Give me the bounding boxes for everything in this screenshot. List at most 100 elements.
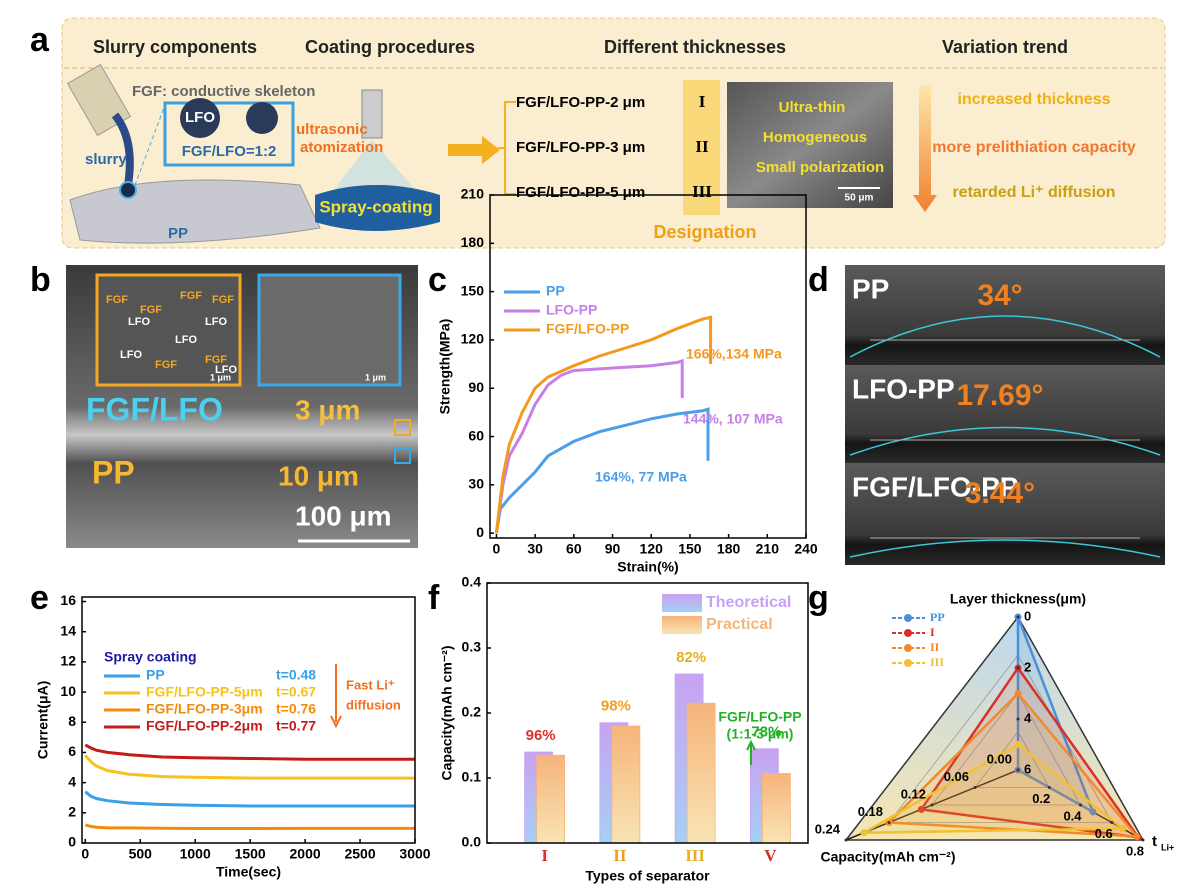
radar-tick-label: 0.2 <box>1032 791 1050 806</box>
y-tick-label: 0.4 <box>462 574 482 590</box>
legend-marker <box>904 644 912 652</box>
text: Homogeneous <box>763 129 867 146</box>
y-tick-label: 4 <box>68 773 76 789</box>
x-tick-label: 0 <box>493 541 501 557</box>
x-tick-label: 150 <box>678 541 702 557</box>
y-tick-label: 8 <box>68 713 76 729</box>
text: retarded Li⁺ diffusion <box>952 184 1115 201</box>
axis-title: t <box>1152 833 1157 850</box>
legend-t: t=0.76 <box>276 701 316 717</box>
legend-marker <box>904 659 912 667</box>
plot-frame <box>489 194 807 539</box>
text: 1 μm <box>210 372 231 382</box>
marker-box <box>394 447 411 464</box>
radar-tick <box>1016 666 1020 670</box>
inset-label: LFO <box>215 364 237 376</box>
y-tick-label: 120 <box>461 331 485 347</box>
legend-label: LFO-PP <box>546 302 597 318</box>
annotation: 82% <box>676 649 706 666</box>
inset-label: LFO <box>128 316 150 328</box>
y-axis-title: Current(μA) <box>35 681 51 760</box>
x-tick-label: 240 <box>794 541 818 557</box>
zoom-line <box>134 104 166 186</box>
text: FGF/LFO <box>86 391 223 427</box>
radar-tick <box>1016 615 1020 619</box>
angle: 3.44° <box>965 477 1035 510</box>
x-tick-label: III <box>685 846 705 865</box>
text: PP <box>92 454 135 490</box>
legend-label: Practical <box>706 616 773 633</box>
sample: FGF/LFO-PP-5 μm <box>516 184 645 201</box>
contact-image <box>845 265 1165 365</box>
radar-point <box>1119 825 1127 833</box>
x-tick-label: I <box>541 846 548 865</box>
text: 1 μm <box>365 372 386 382</box>
series-line <box>494 315 713 534</box>
panel-letter: e <box>30 579 49 617</box>
contact-arc <box>849 315 1161 358</box>
y-tick-label: 30 <box>468 476 484 492</box>
x-tick-label: 120 <box>640 541 664 557</box>
y-tick-label: 0.2 <box>462 704 482 720</box>
x-tick-label: 2000 <box>290 846 321 862</box>
text: more prelithiation capacity <box>932 139 1136 156</box>
lfo-particle <box>180 98 220 138</box>
radar-ring <box>974 731 1050 788</box>
text: slurry <box>85 151 127 168</box>
radar-tick <box>1141 838 1145 842</box>
text: Ultra-thin <box>779 99 846 116</box>
membrane <box>69 179 321 244</box>
radar-tick-label: 0.8 <box>1126 843 1144 858</box>
text: 3 μm <box>295 394 360 425</box>
radar-tick-label: 0 <box>1024 608 1031 623</box>
inset-label: LFO <box>120 349 142 361</box>
y-tick-label: 14 <box>60 622 76 638</box>
series-line <box>84 754 415 780</box>
sample: LFO-PP <box>852 373 955 404</box>
annotation: (1:1-3 μm) <box>727 726 794 742</box>
radar-series <box>863 742 1127 834</box>
slurry-stream <box>111 112 134 186</box>
x-tick-label: 3000 <box>399 846 430 862</box>
panel-letter: f <box>428 579 440 617</box>
y-tick-label: 60 <box>468 427 484 443</box>
legend-label: PP <box>546 283 565 299</box>
arrow <box>746 739 756 765</box>
series-line <box>84 790 415 808</box>
x-tick-label: 1500 <box>235 846 266 862</box>
series-line <box>84 823 415 830</box>
contact-arc <box>849 426 1161 456</box>
text: increased thickness <box>958 91 1111 108</box>
x-tick-label: 2500 <box>344 846 375 862</box>
panel-letter: c <box>428 261 447 299</box>
annotation: diffusion <box>346 697 401 712</box>
radar-point <box>1133 833 1141 840</box>
radar-tick <box>1110 821 1114 824</box>
y-tick-label: 0 <box>476 524 484 540</box>
inset-label: FGF <box>106 294 128 306</box>
radar-tick <box>1016 768 1020 772</box>
legend-t: t=0.67 <box>276 684 316 700</box>
annotation: 96% <box>526 727 556 744</box>
radar-tick-label: 4 <box>1024 710 1032 725</box>
panel-letter: d <box>808 261 829 299</box>
numeral: I <box>699 92 706 111</box>
numeral: III <box>692 182 712 201</box>
text: 10 μm <box>278 460 359 491</box>
text: Small polarization <box>756 159 884 176</box>
radar-tick-label: 6 <box>1024 761 1031 776</box>
legend-marker <box>904 629 912 637</box>
trend-arrow <box>913 85 937 212</box>
sample: FGF/LFO-PP <box>852 471 1018 502</box>
y-tick-label: 12 <box>60 653 76 669</box>
inset-1 <box>95 273 242 387</box>
y-tick-label: 10 <box>60 683 76 699</box>
inset-label: FGF <box>212 294 234 306</box>
y-tick-label: 0.1 <box>462 769 482 785</box>
series-line <box>84 743 415 761</box>
legend-label: FGF/LFO-PP-3μm <box>146 701 263 717</box>
x-tick-label: II <box>613 846 627 865</box>
y-tick-label: 0 <box>68 834 76 850</box>
x-axis-title: Time(sec) <box>216 864 281 880</box>
legend-label: FGF/LFO-PP-2μm <box>146 718 263 734</box>
